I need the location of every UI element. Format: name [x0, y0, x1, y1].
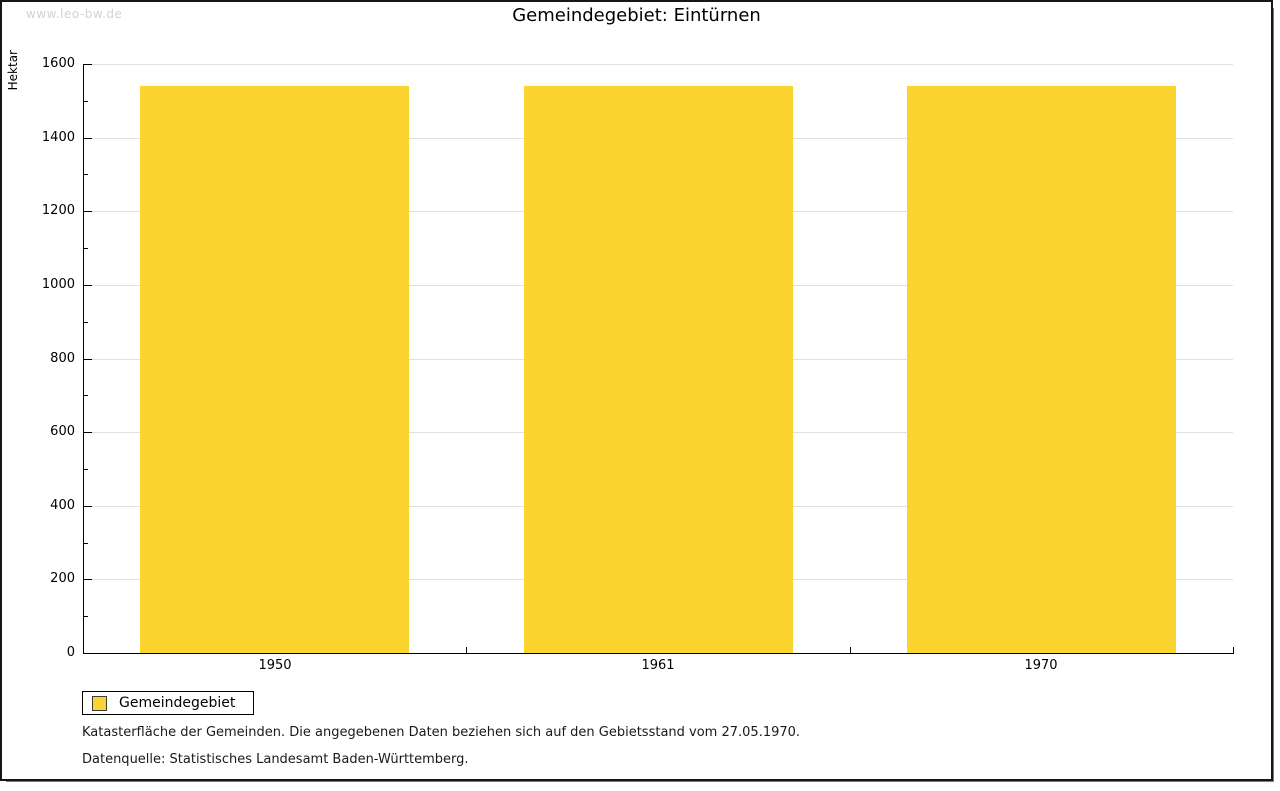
y-major-tick — [84, 506, 92, 507]
x-boundary-tick — [1233, 647, 1234, 653]
bar-1950 — [140, 86, 409, 653]
watermark-leo-bw: www.leo-bw.de — [26, 7, 123, 21]
legend-box: Gemeindegebiet — [82, 691, 255, 715]
y-tick-label: 600 — [50, 424, 75, 439]
y-tick-label: 0 — [66, 645, 75, 660]
y-tick-label: 400 — [50, 498, 75, 513]
y-minor-tick — [84, 469, 88, 470]
y-major-tick — [84, 138, 92, 139]
y-major-tick — [84, 64, 92, 65]
plot-area: 0 200 400 600 800 1000 1200 1400 1600 1950 1961 197… — [2, 2, 1271, 779]
y-axis-line — [83, 64, 84, 654]
bar-1970 — [907, 86, 1176, 653]
y-tick-label: 200 — [50, 571, 75, 586]
y-major-tick — [84, 285, 92, 286]
y-tick-label: 1200 — [41, 203, 75, 218]
y-major-tick — [84, 432, 92, 433]
bar-1961 — [524, 86, 793, 653]
y-tick-label: 800 — [50, 351, 75, 366]
legend-label: Gemeindegebiet — [119, 695, 236, 711]
grid-line — [83, 64, 1233, 65]
legend-swatch — [92, 695, 107, 711]
chart-title: Gemeindegebiet: Eintürnen — [512, 5, 761, 26]
x-axis-line — [83, 653, 1234, 654]
x-boundary-tick — [850, 647, 851, 653]
y-minor-tick — [84, 395, 88, 396]
y-tick-label: 1000 — [41, 277, 75, 292]
x-category-label: 1970 — [1024, 658, 1058, 673]
y-minor-tick — [84, 101, 88, 102]
y-major-tick — [84, 211, 92, 212]
x-category-label: 1961 — [641, 658, 675, 673]
y-minor-tick — [84, 616, 88, 617]
y-minor-tick — [84, 174, 88, 175]
y-major-tick — [84, 359, 92, 360]
footnote-source-note: Katasterfläche der Gemeinden. Die angege… — [82, 725, 801, 740]
x-boundary-tick — [466, 647, 467, 653]
y-minor-tick — [84, 248, 88, 249]
y-minor-tick — [84, 322, 88, 323]
y-minor-tick — [84, 543, 88, 544]
y-tick-label: 1600 — [41, 56, 75, 71]
x-category-label: 1950 — [258, 658, 292, 673]
y-major-tick — [84, 579, 92, 580]
y-tick-label: 1400 — [41, 130, 75, 145]
footnote-data-source: Datenquelle: Statistisches Landesamt Bad… — [82, 752, 469, 767]
